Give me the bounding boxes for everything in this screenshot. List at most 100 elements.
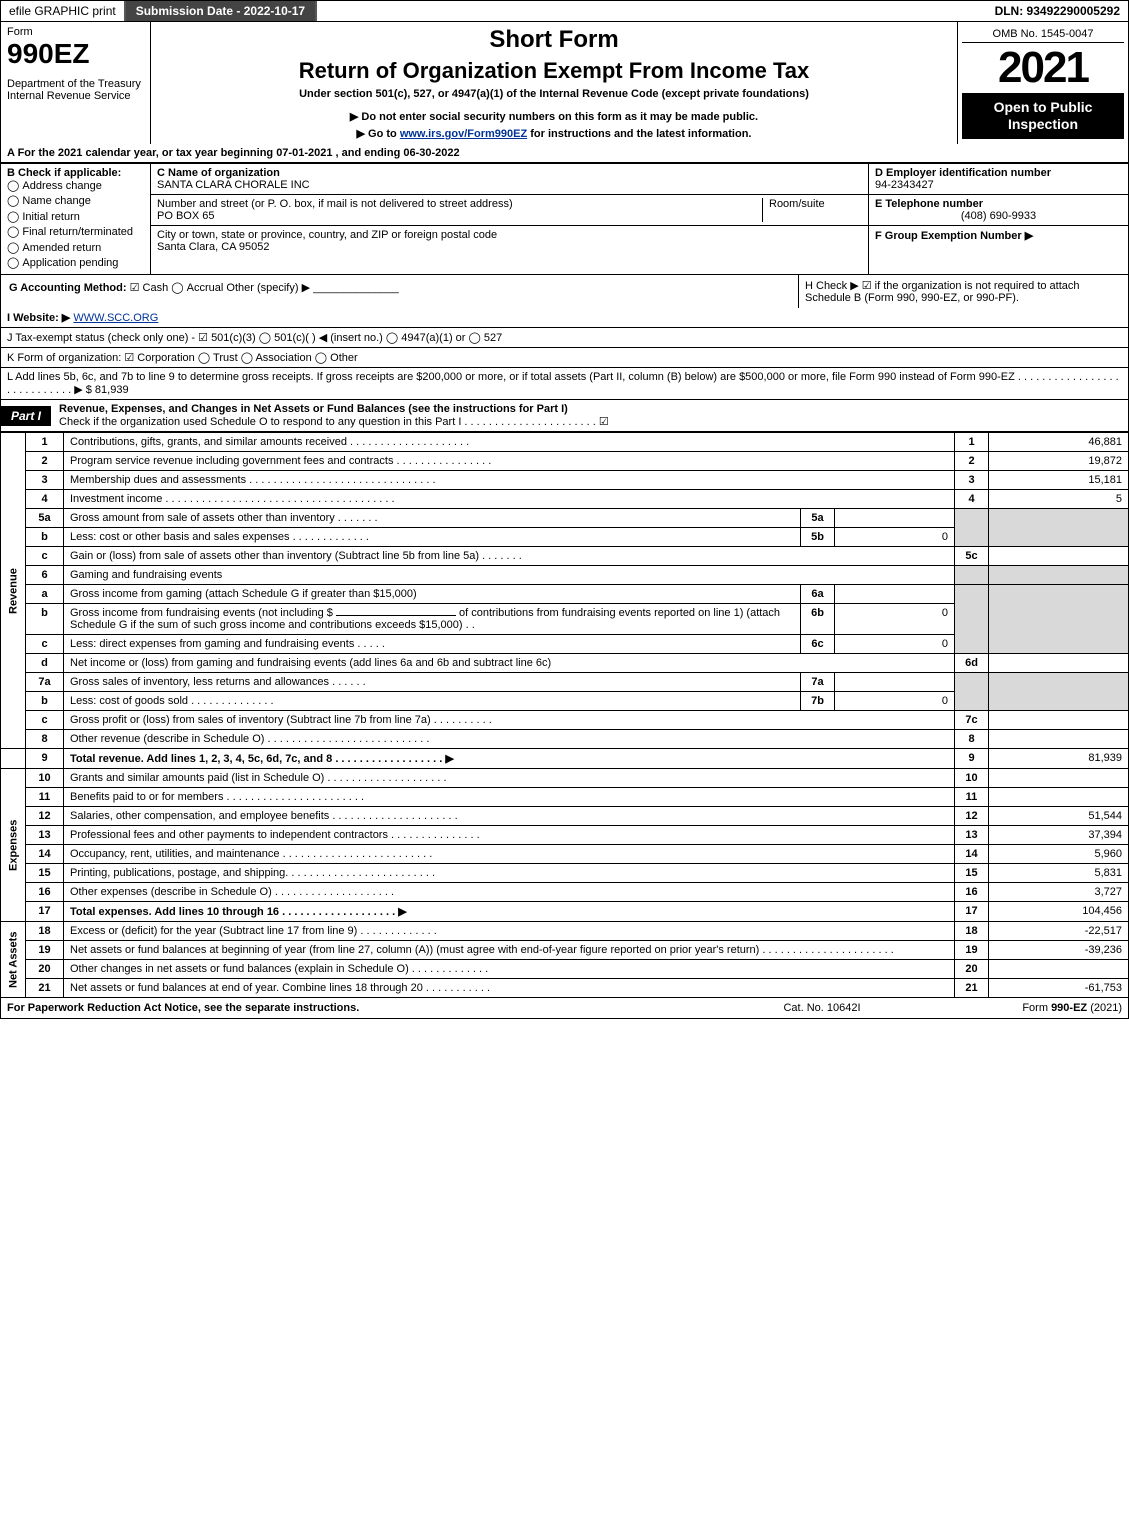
- l12-v: 51,544: [989, 807, 1129, 826]
- l5c-v: [989, 547, 1129, 566]
- b-label: B Check if applicable:: [7, 167, 144, 179]
- l2-n: 2: [26, 452, 64, 471]
- note2-pre: ▶ Go to: [357, 128, 400, 140]
- l1-v: 46,881: [989, 433, 1129, 452]
- part-i-check: Check if the organization used Schedule …: [59, 416, 609, 428]
- section-c: C Name of organization SANTA CLARA CHORA…: [151, 164, 868, 274]
- i-label: I Website: ▶: [7, 312, 70, 324]
- l16-v: 3,727: [989, 883, 1129, 902]
- section-b: B Check if applicable: ◯ Address change …: [1, 164, 151, 274]
- l1-t: Contributions, gifts, grants, and simila…: [64, 433, 955, 452]
- l6b-mv: 0: [835, 604, 955, 635]
- l2-t: Program service revenue including govern…: [64, 452, 955, 471]
- chk-name[interactable]: ◯ Name change: [7, 194, 144, 209]
- part-i-desc: Revenue, Expenses, and Changes in Net As…: [51, 400, 1128, 431]
- l7b-mv: 0: [835, 692, 955, 711]
- l21-v: -61,753: [989, 979, 1129, 998]
- l6d-v: [989, 654, 1129, 673]
- form-number: 990EZ: [7, 38, 144, 70]
- l7a-n: 7a: [26, 673, 64, 692]
- l1-n: 1: [26, 433, 64, 452]
- l7b-t: Less: cost of goods sold . . . . . . . .…: [64, 692, 801, 711]
- l10-n: 10: [26, 769, 64, 788]
- chk-pending[interactable]: ◯ Application pending: [7, 256, 144, 271]
- website[interactable]: WWW.SCC.ORG: [73, 312, 158, 324]
- l21-n: 21: [26, 979, 64, 998]
- submission-date: Submission Date - 2022-10-17: [126, 1, 317, 21]
- l18-rn: 18: [955, 922, 989, 941]
- l6d-t: Net income or (loss) from gaming and fun…: [64, 654, 955, 673]
- l6a-t: Gross income from gaming (attach Schedul…: [64, 585, 801, 604]
- d-label: D Employer identification number: [875, 167, 1122, 179]
- l6b-t: Gross income from fundraising events (no…: [64, 604, 801, 635]
- chk-address[interactable]: ◯ Address change: [7, 179, 144, 194]
- part-i-header: Part I Revenue, Expenses, and Changes in…: [0, 400, 1129, 432]
- g-other: Other (specify) ▶: [226, 282, 310, 294]
- l2-rn: 2: [955, 452, 989, 471]
- g-label: G Accounting Method:: [9, 282, 127, 294]
- l19-v: -39,236: [989, 941, 1129, 960]
- chk-initial[interactable]: ◯ Initial return: [7, 210, 144, 225]
- l17-rn: 17: [955, 902, 989, 922]
- l9-rn: 9: [955, 749, 989, 769]
- l6a-mid: 6a: [801, 585, 835, 604]
- l5a-t: Gross amount from sale of assets other t…: [64, 509, 801, 528]
- b-c-d-row: B Check if applicable: ◯ Address change …: [0, 163, 1129, 274]
- l6a-mv: [835, 585, 955, 604]
- footer-right: Form 990-EZ (2021): [922, 1002, 1122, 1014]
- telephone: (408) 690-9933: [875, 210, 1122, 222]
- l20-n: 20: [26, 960, 64, 979]
- chk-final[interactable]: ◯ Final return/terminated: [7, 225, 144, 240]
- part-i-title: Revenue, Expenses, and Changes in Net As…: [59, 403, 568, 415]
- dln: DLN: 93492290005292: [987, 1, 1128, 21]
- part-i-table: Revenue 1 Contributions, gifts, grants, …: [0, 432, 1129, 998]
- irs-link[interactable]: www.irs.gov/Form990EZ: [400, 128, 527, 140]
- l21-t: Net assets or fund balances at end of ye…: [64, 979, 955, 998]
- l5c-rn: 5c: [955, 547, 989, 566]
- room-label: Room/suite: [762, 198, 862, 222]
- note-goto: ▶ Go to www.irs.gov/Form990EZ for instru…: [159, 127, 949, 140]
- l16-t: Other expenses (describe in Schedule O) …: [64, 883, 955, 902]
- irs: Internal Revenue Service: [7, 90, 144, 102]
- l7a-t: Gross sales of inventory, less returns a…: [64, 673, 801, 692]
- l5c-n: c: [26, 547, 64, 566]
- l14-v: 5,960: [989, 845, 1129, 864]
- l19-t: Net assets or fund balances at beginning…: [64, 941, 955, 960]
- l13-n: 13: [26, 826, 64, 845]
- efile-label: efile GRAPHIC print: [1, 1, 126, 21]
- form-header: Form 990EZ Department of the Treasury In…: [0, 22, 1129, 144]
- l10-t: Grants and similar amounts paid (list in…: [64, 769, 955, 788]
- l5b-mid: 5b: [801, 528, 835, 547]
- l3-t: Membership dues and assessments . . . . …: [64, 471, 955, 490]
- l7a-mv: [835, 673, 955, 692]
- l2-v: 19,872: [989, 452, 1129, 471]
- city-label: City or town, state or province, country…: [157, 229, 862, 241]
- l5a-n: 5a: [26, 509, 64, 528]
- g-cash: Cash: [143, 282, 169, 294]
- l6b-n: b: [26, 604, 64, 635]
- l6c-mv: 0: [835, 635, 955, 654]
- footer: For Paperwork Reduction Act Notice, see …: [0, 998, 1129, 1019]
- l9-t: Total revenue. Add lines 1, 2, 3, 4, 5c,…: [64, 749, 955, 769]
- l8-n: 8: [26, 730, 64, 749]
- section-j: J Tax-exempt status (check only one) - ☑…: [0, 328, 1129, 348]
- l18-n: 18: [26, 922, 64, 941]
- chk-amended[interactable]: ◯ Amended return: [7, 241, 144, 256]
- l4-rn: 4: [955, 490, 989, 509]
- l4-t: Investment income . . . . . . . . . . . …: [64, 490, 955, 509]
- l21-rn: 21: [955, 979, 989, 998]
- l3-n: 3: [26, 471, 64, 490]
- header-left: Form 990EZ Department of the Treasury In…: [1, 22, 151, 144]
- l3-v: 15,181: [989, 471, 1129, 490]
- c-label: C Name of organization: [157, 167, 862, 179]
- l15-n: 15: [26, 864, 64, 883]
- omb: OMB No. 1545-0047: [962, 26, 1124, 43]
- l9-v: 81,939: [989, 749, 1129, 769]
- l7a-mid: 7a: [801, 673, 835, 692]
- l20-v: [989, 960, 1129, 979]
- street: PO BOX 65: [157, 210, 762, 222]
- l16-rn: 16: [955, 883, 989, 902]
- city: Santa Clara, CA 95052: [157, 241, 862, 253]
- l20-t: Other changes in net assets or fund bala…: [64, 960, 955, 979]
- l18-t: Excess or (deficit) for the year (Subtra…: [64, 922, 955, 941]
